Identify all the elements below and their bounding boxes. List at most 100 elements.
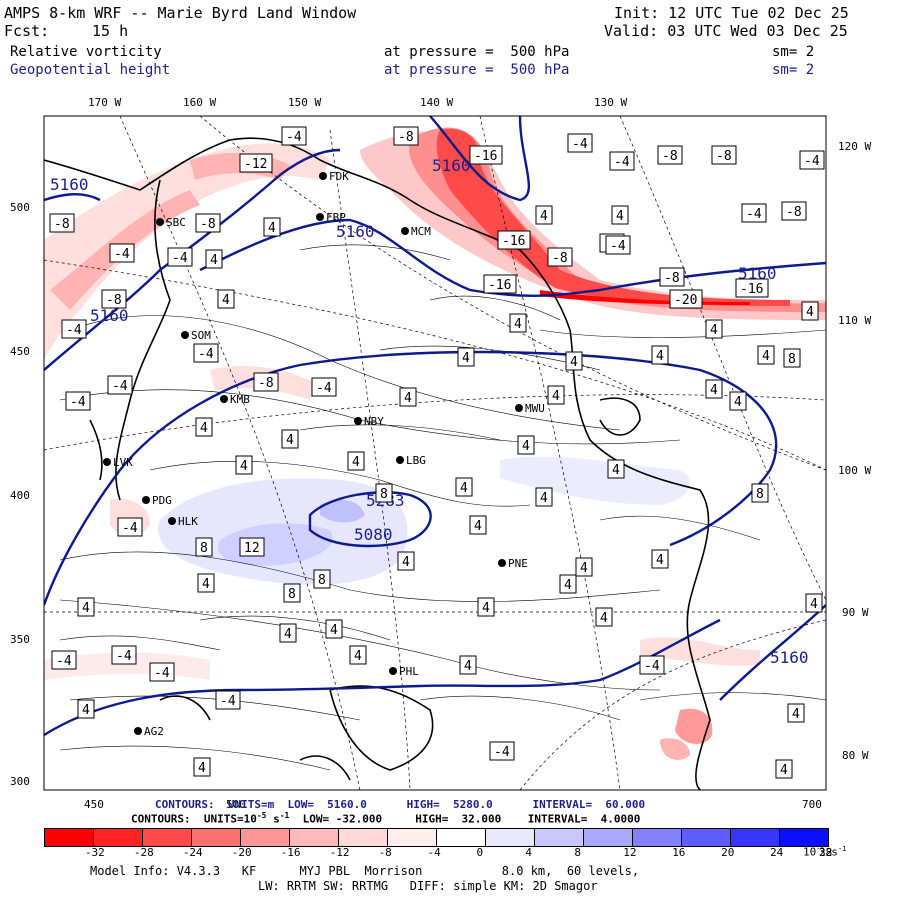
vorticity-contour-label: -8 [786,205,802,220]
vorticity-contour-info: CONTOURS: UNITS=10-5 s-1 LOW= -32.000 HI… [131,811,641,826]
vorticity-label-box [741,203,767,223]
lon-label-90w: 90 W [842,606,869,619]
vorticity-label-box [535,487,553,507]
station-marker [316,213,324,221]
station-label: AG2 [144,725,164,738]
colorbar-bin [633,829,682,846]
station-label: SOM [191,329,211,342]
vorticity-label-box [149,662,175,682]
vorticity-label-box [547,385,565,405]
colorbar-bin [437,829,486,846]
init-time: Init: 12 UTC Tue 02 Dec 25 [614,4,849,22]
vorticity-label-box [607,459,625,479]
vorticity-label-box [117,517,143,537]
vorticity-contour-label: -8 [200,217,216,232]
vorticity-label-box [195,537,213,557]
station-label: PNE [508,557,528,570]
vorticity-label-box [595,607,613,627]
vorticity-contour-label: -4 [494,745,510,760]
vorticity-label-box [217,289,235,309]
vorticity-label-box [783,348,801,368]
vorticity-contour-label: 4 [402,555,410,570]
vorticity-contour-label: -4 [610,239,626,254]
vorticity-contour-label: 4 [462,351,470,366]
colorbar-tick-label: -24 [182,846,203,859]
vorticity-label-box [399,387,417,407]
vorticity-contour-label: -4 [644,659,660,674]
colorbar [44,828,829,847]
station-marker [168,517,176,525]
vorticity-contour-label: 4 [792,707,800,722]
lon-label-120w: 120 W [838,140,872,153]
vorticity-label-box [565,351,583,371]
vorticity-contour-label: -16 [502,234,525,249]
vorticity-contour-label: 4 [82,601,90,616]
height-contour-label: 5160 [50,175,89,194]
colorbar-tick-label: -8 [378,846,392,859]
colorbar-tick-label: -32 [84,846,105,859]
vorticity-contour-label: -8 [258,376,274,391]
colorbar-bin [388,829,437,846]
vorticity-label-box [253,372,279,392]
field-level-vorticity: at pressure = 500 hPa [384,44,570,60]
station-label: SBC [166,216,186,229]
vorticity-contour-label: 4 [540,491,548,506]
colorbar-bin [241,829,290,846]
colorbar-bin [192,829,241,846]
vorticity-label-box [757,345,775,365]
vorticity-label-box [197,573,215,593]
vorticity-contour-label: 4 [284,627,292,642]
vorticity-label-box [651,345,669,365]
colorbar-tick-label: -28 [133,846,154,859]
vorticity-contour-label: 8 [788,352,796,367]
colorbar-tick-label: 8 [574,846,581,859]
station-marker [396,456,404,464]
vorticity-label-box [705,319,723,339]
vorticity-label-box [651,549,669,569]
vorticity-contour-label: 8 [318,573,326,588]
vorticity-contour-label: 4 [612,463,620,478]
vorticity-label-box [311,377,337,397]
vorticity-contour-label: 4 [810,597,818,612]
vorticity-contour-label: -4 [316,381,332,396]
grid-label-left-350: 350 [10,633,30,646]
vorticity-label-box [281,126,307,146]
height-contour-label: 5080 [354,525,393,544]
vorticity-label-box [111,645,137,665]
station-label: FDK [329,170,349,183]
physics-info: LW: RRTM SW: RRTMG DIFF: simple KM: 2D S… [258,879,598,893]
vorticity-contour-label: -4 [66,323,82,338]
grid-label-left-450: 450 [10,345,30,358]
vorticity-label-box [575,557,593,577]
colorbar-tick-label: 16 [672,846,686,859]
colorbar-unit: 10-5 s-1 [803,845,847,859]
vorticity-label-box [393,126,419,146]
colorbar-tick-label: 0 [476,846,484,859]
vorticity-label-box [235,455,253,475]
colorbar-bin [143,829,192,846]
vorticity-contours [59,244,826,771]
vorticity-contour-label: -8 [662,149,678,164]
vorticity-label-box [517,435,535,455]
field-name-vorticity: Relative vorticity [10,44,162,60]
vorticity-label-box [657,145,683,165]
colorbar-tick-label: 20 [721,846,735,859]
colorbar-bin [780,829,828,846]
vorticity-contour-label: 4 [286,433,294,448]
lon-label-150w: 150 W [288,96,322,109]
vorticity-contour-label: 4 [222,293,230,308]
vorticity-label-box [711,145,737,165]
vorticity-contour-label: -4 [112,379,128,394]
vorticity-contour-label: 4 [710,323,718,338]
vorticity-contour-label: -4 [746,207,762,222]
vorticity-contour-label: 4 [806,305,814,320]
vorticity-label-box [167,247,193,267]
station-label: LVK [113,456,133,469]
field-name-height: Geopotential height [10,62,171,78]
vorticity-label-box [781,201,807,221]
vorticity-label-box [559,574,577,594]
vorticity-contour-label: -8 [664,271,680,286]
vorticity-label-box [375,483,393,503]
vorticity-contour-label: -4 [122,521,138,536]
